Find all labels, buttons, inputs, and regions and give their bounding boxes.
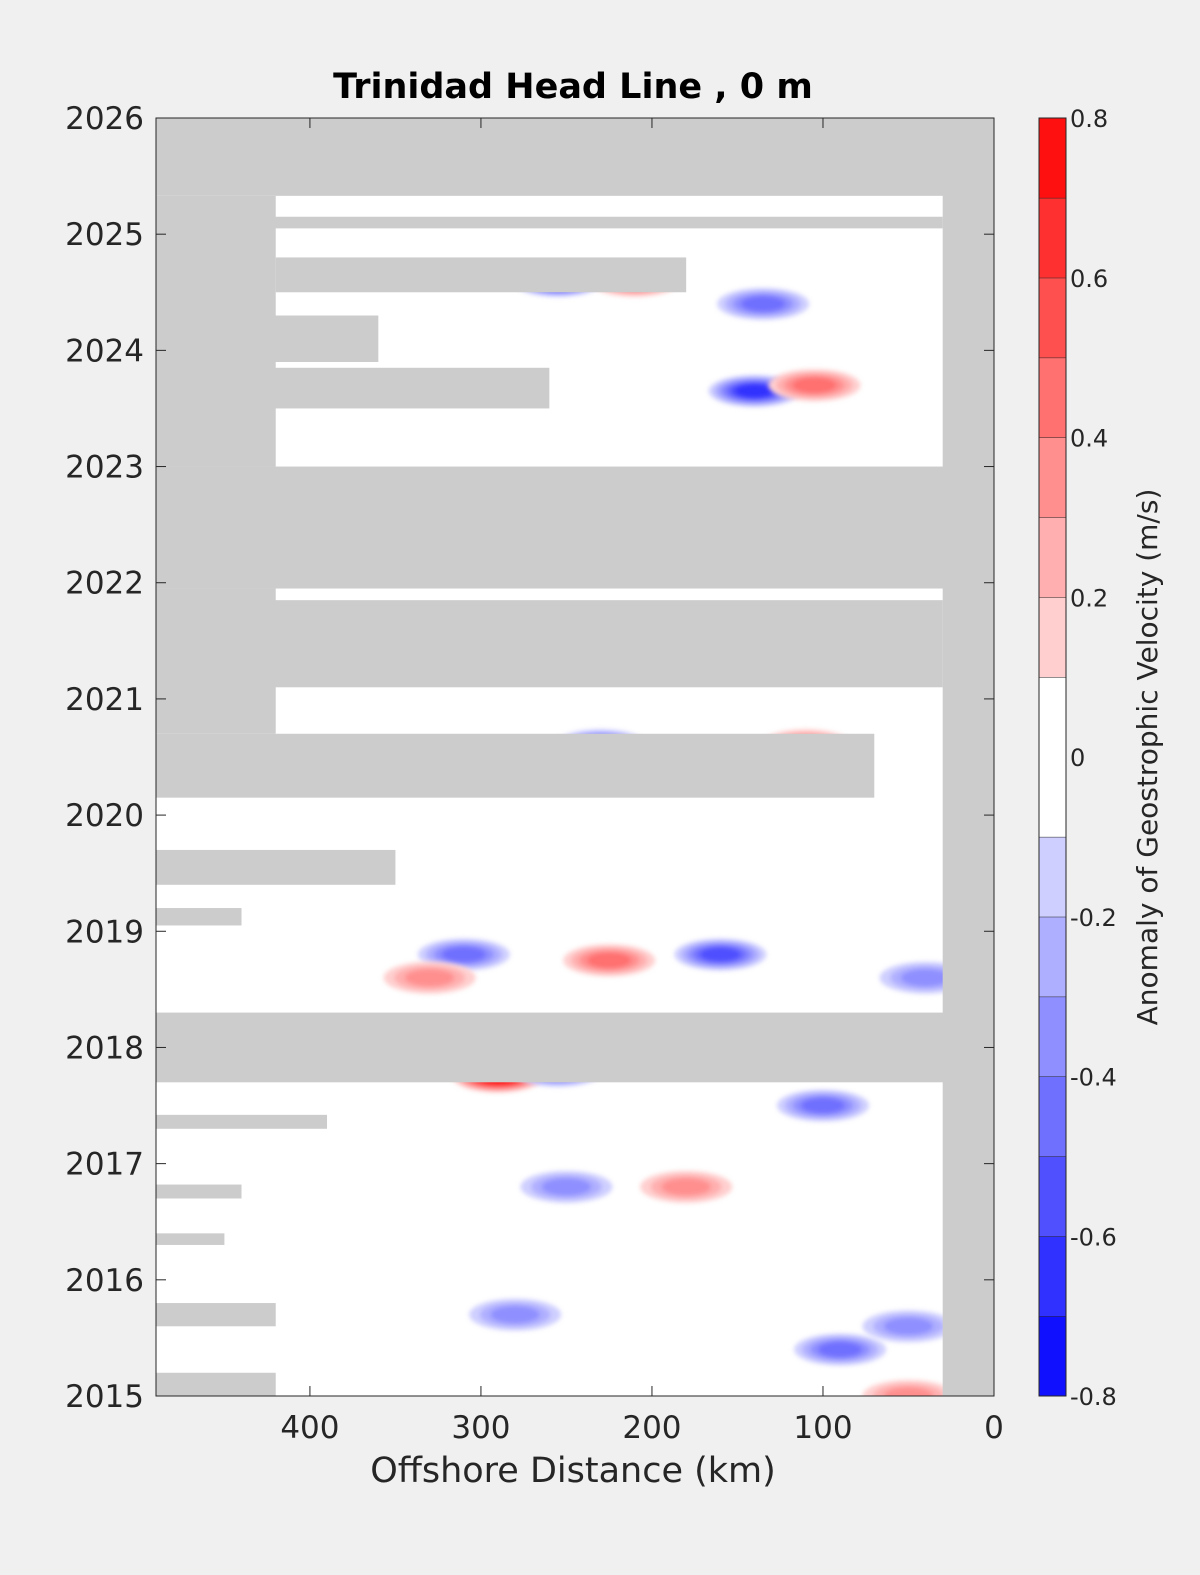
anomaly-contour — [800, 1097, 845, 1114]
plot-area: 400 300 200 100 0 2015 2016 2017 2018 2019 2020 20… — [65, 101, 1004, 1446]
colorbar-band — [1039, 996, 1066, 1077]
y-tick-label: 2016 — [65, 1263, 144, 1299]
anomaly-feature — [469, 1298, 562, 1331]
colorbar-band — [1039, 836, 1066, 917]
anomaly-contour — [490, 1306, 540, 1324]
colorbar-tick-label: 0.8 — [1070, 105, 1108, 133]
anomaly-contour — [883, 1387, 934, 1396]
colorbar-band — [1039, 677, 1066, 837]
colorbar-tick-label: 0.4 — [1070, 425, 1108, 453]
anomaly-contour — [735, 384, 774, 398]
y-tick-label: 2026 — [65, 101, 144, 137]
colorbar-band — [1039, 197, 1066, 278]
y-tick-label: 2020 — [65, 798, 144, 834]
colorbar-band — [1039, 1156, 1066, 1237]
x-tick-label: 0 — [984, 1410, 1004, 1446]
anomaly-feature — [640, 1170, 733, 1203]
plot-frame — [155, 117, 995, 1397]
colorbar-band — [1039, 118, 1066, 198]
anomaly-contour — [741, 296, 786, 312]
no-data-region — [156, 908, 242, 926]
anomaly-contour — [699, 947, 741, 962]
anomaly-contour — [541, 1178, 592, 1196]
no-data-region — [156, 1184, 242, 1199]
anomaly-contour — [792, 377, 837, 393]
colorbar-band — [1039, 1076, 1066, 1157]
y-tick-label: 2015 — [65, 1379, 144, 1415]
colorbar-band — [1039, 916, 1066, 997]
colorbar-tick-label: -0.8 — [1070, 1383, 1117, 1411]
anomaly-contour — [441, 946, 486, 963]
anomaly-feature — [717, 287, 810, 320]
colorbar-tick-label: -0.4 — [1070, 1064, 1117, 1092]
no-data-region — [156, 1114, 328, 1129]
no-data-region — [156, 118, 994, 196]
no-data-region — [258, 367, 550, 409]
no-data-region — [156, 588, 276, 734]
no-data-region — [156, 1372, 276, 1396]
y-tick-label: 2018 — [65, 1030, 144, 1066]
colorbar-title: Anomaly of Geostrophic Velocity (m/s) — [1131, 489, 1164, 1026]
colorbar-band — [1039, 1236, 1066, 1317]
no-data-region — [258, 216, 943, 229]
anomaly-feature — [776, 1089, 869, 1122]
no-data-region — [156, 1012, 994, 1083]
no-data-region — [156, 733, 875, 798]
x-tick-label: 100 — [793, 1410, 852, 1446]
y-tick-label: 2024 — [65, 333, 144, 369]
anomaly-feature — [417, 938, 510, 971]
no-data-region — [258, 600, 943, 688]
anomaly-feature — [794, 1333, 887, 1366]
colorbar-tick-label: -0.2 — [1070, 904, 1117, 932]
chart-title: Trinidad Head Line , 0 m — [333, 67, 813, 107]
no-data-region — [156, 1303, 276, 1327]
colorbar-band — [1039, 517, 1066, 598]
anomaly-contour — [404, 969, 455, 987]
anomaly-feature — [383, 961, 476, 994]
no-data-region — [942, 118, 994, 1396]
anomaly-contour — [587, 952, 632, 969]
no-data-region — [156, 1233, 225, 1245]
colorbar-tick-label: 0.2 — [1070, 584, 1108, 612]
y-tick-label: 2022 — [65, 566, 144, 602]
anomaly-contour — [883, 1317, 934, 1335]
colorbar-frame — [1038, 117, 1067, 1397]
anomaly-contour — [661, 1178, 711, 1196]
no-data-region — [275, 257, 687, 293]
anomaly-contour — [818, 1341, 863, 1358]
x-tick-label: 200 — [622, 1410, 681, 1446]
anomaly-feature — [674, 938, 767, 971]
anomaly-feature — [768, 369, 861, 402]
colorbar-band — [1039, 277, 1066, 358]
colorbar-band — [1039, 597, 1066, 678]
colorbar-band — [1039, 437, 1066, 518]
colorbar-tick-label: 0.6 — [1070, 265, 1108, 293]
no-data-region — [156, 466, 994, 589]
colorbar-tick-label: -0.6 — [1070, 1223, 1117, 1251]
anomaly-feature — [520, 1170, 613, 1203]
colorbar: 0.8 0.6 0.4 0.2 0 -0.2 -0.4 -0.6 -0.8 Anomaly of… — [1038, 105, 1164, 1411]
anomaly-contour — [900, 969, 951, 987]
anomaly-feature — [862, 1310, 955, 1343]
x-axis-label: Offshore Distance (km) — [370, 1451, 776, 1491]
colorbar-band — [1039, 357, 1066, 438]
no-data-region — [156, 315, 379, 362]
y-tick-label: 2019 — [65, 914, 144, 950]
colorbar-band — [1039, 1316, 1066, 1396]
y-tick-label: 2021 — [65, 682, 144, 718]
y-tick-label: 2023 — [65, 450, 144, 486]
y-tick-label: 2017 — [65, 1147, 144, 1183]
no-data-region — [156, 849, 396, 885]
anomaly-feature — [862, 1380, 955, 1396]
anomaly-feature — [563, 944, 656, 977]
y-tick-label: 2025 — [65, 217, 144, 253]
colorbar-tick-label: 0 — [1070, 744, 1085, 772]
x-tick-label: 400 — [280, 1410, 339, 1446]
x-tick-label: 300 — [451, 1410, 510, 1446]
